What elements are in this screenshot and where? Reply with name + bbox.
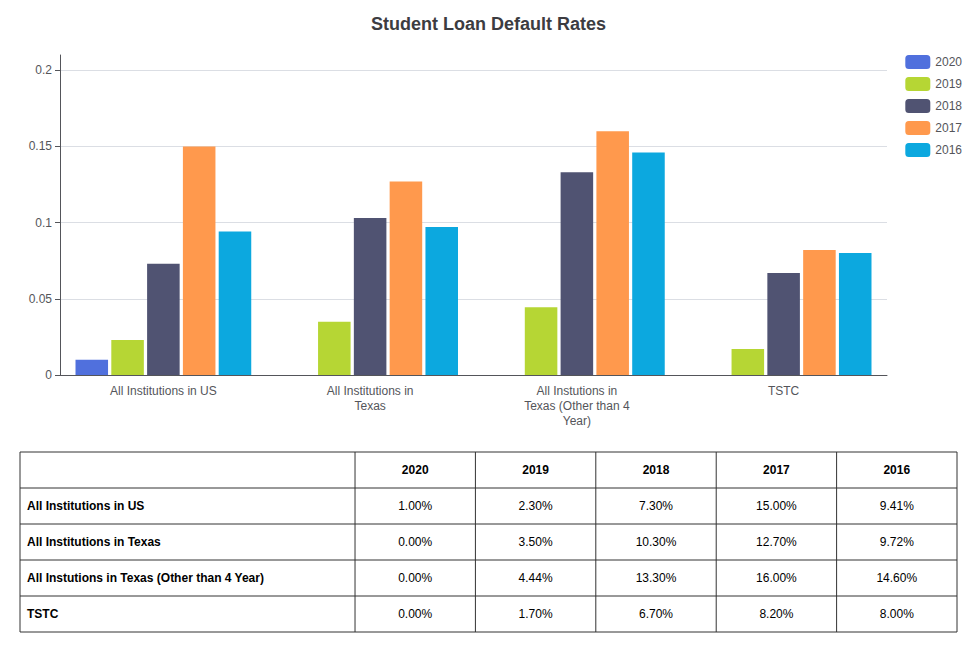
svg-text:0.15: 0.15 bbox=[29, 139, 53, 153]
svg-text:Student Loan Default Rates: Student Loan Default Rates bbox=[371, 14, 606, 34]
svg-text:2.30%: 2.30% bbox=[519, 499, 553, 513]
svg-text:2017: 2017 bbox=[763, 463, 790, 477]
svg-text:1.70%: 1.70% bbox=[519, 607, 553, 621]
svg-text:1.00%: 1.00% bbox=[398, 499, 432, 513]
svg-text:All Instutions in Texas (Other: All Instutions in Texas (Other than 4 Ye… bbox=[27, 571, 264, 585]
svg-text:2020: 2020 bbox=[402, 463, 429, 477]
svg-text:7.30%: 7.30% bbox=[639, 499, 673, 513]
svg-text:2018: 2018 bbox=[935, 99, 962, 113]
svg-text:TSTC: TSTC bbox=[27, 607, 59, 621]
svg-text:Texas: Texas bbox=[354, 399, 385, 413]
svg-text:TSTC: TSTC bbox=[768, 384, 800, 398]
svg-text:Texas (Other than 4: Texas (Other than 4 bbox=[524, 399, 630, 413]
svg-text:2019: 2019 bbox=[935, 77, 962, 91]
svg-text:All Institutions in Texas: All Institutions in Texas bbox=[27, 535, 161, 549]
svg-text:2018: 2018 bbox=[643, 463, 670, 477]
svg-text:0: 0 bbox=[45, 368, 52, 382]
svg-text:12.70%: 12.70% bbox=[756, 535, 797, 549]
svg-text:10.30%: 10.30% bbox=[636, 535, 677, 549]
svg-text:0.2: 0.2 bbox=[35, 63, 52, 77]
svg-text:6.70%: 6.70% bbox=[639, 607, 673, 621]
svg-text:15.00%: 15.00% bbox=[756, 499, 797, 513]
svg-text:14.60%: 14.60% bbox=[876, 571, 917, 585]
svg-text:Year): Year) bbox=[563, 414, 591, 428]
svg-text:4.44%: 4.44% bbox=[519, 571, 553, 585]
svg-text:All Institutions in US: All Institutions in US bbox=[27, 499, 144, 513]
svg-text:0.05: 0.05 bbox=[29, 292, 53, 306]
svg-text:2019: 2019 bbox=[522, 463, 549, 477]
svg-text:8.00%: 8.00% bbox=[880, 607, 914, 621]
svg-text:16.00%: 16.00% bbox=[756, 571, 797, 585]
svg-text:2020: 2020 bbox=[935, 55, 962, 69]
svg-text:9.72%: 9.72% bbox=[880, 535, 914, 549]
svg-text:All Instutions in: All Instutions in bbox=[537, 384, 618, 398]
svg-text:0.1: 0.1 bbox=[35, 216, 52, 230]
svg-text:All Institutions in: All Institutions in bbox=[327, 384, 414, 398]
svg-text:13.30%: 13.30% bbox=[636, 571, 677, 585]
svg-text:0.00%: 0.00% bbox=[398, 607, 432, 621]
svg-text:All Institutions in US: All Institutions in US bbox=[110, 384, 217, 398]
svg-text:8.20%: 8.20% bbox=[759, 607, 793, 621]
svg-text:0.00%: 0.00% bbox=[398, 535, 432, 549]
svg-text:9.41%: 9.41% bbox=[880, 499, 914, 513]
svg-text:0.00%: 0.00% bbox=[398, 571, 432, 585]
svg-text:3.50%: 3.50% bbox=[519, 535, 553, 549]
svg-text:2016: 2016 bbox=[883, 463, 910, 477]
svg-text:2017: 2017 bbox=[935, 121, 962, 135]
svg-text:2016: 2016 bbox=[935, 143, 962, 157]
